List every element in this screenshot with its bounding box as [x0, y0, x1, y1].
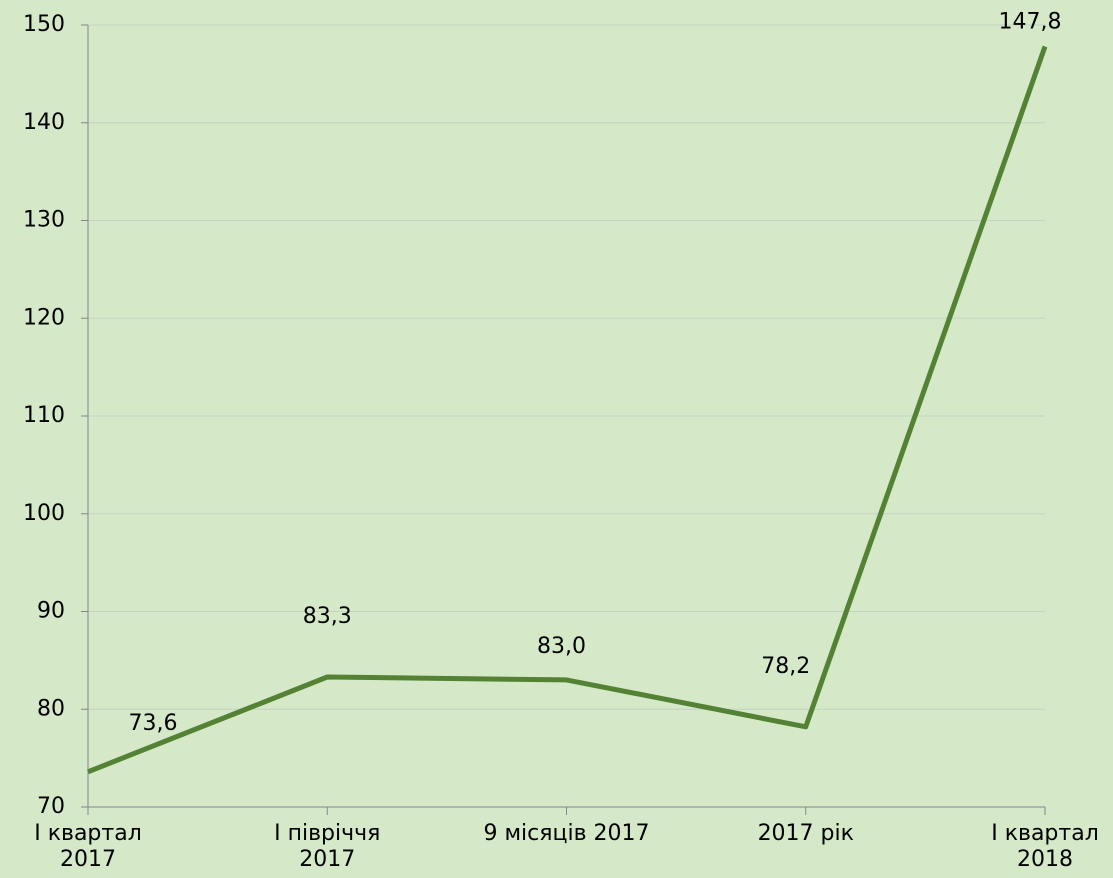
data-label: 73,6: [129, 711, 178, 736]
data-label: 147,8: [999, 10, 1062, 35]
data-label: 83,3: [303, 604, 352, 629]
y-tick-label: 150: [23, 12, 65, 37]
x-tick-label: 9 місяців 2017: [483, 821, 649, 846]
y-tick-label: 110: [23, 403, 65, 428]
x-tick-label: I півріччя 2017: [274, 821, 380, 872]
data-label: 78,2: [761, 654, 810, 679]
y-tick-label: 120: [23, 305, 65, 330]
x-tick-label: 2017 рік: [758, 821, 854, 846]
y-tick-label: 70: [37, 794, 65, 819]
line: [87, 45, 1048, 775]
y-tick-label: 140: [23, 110, 65, 135]
x-tick-label: I квартал 2018: [991, 821, 1099, 872]
y-tick-label: 100: [23, 501, 65, 526]
y-tick-label: 80: [37, 696, 65, 721]
y-tick-label: 90: [37, 599, 65, 624]
y-tick-label: 130: [23, 208, 65, 233]
x-tick-label: I квартал 2017: [34, 821, 142, 872]
data-label: 83,0: [537, 634, 586, 659]
